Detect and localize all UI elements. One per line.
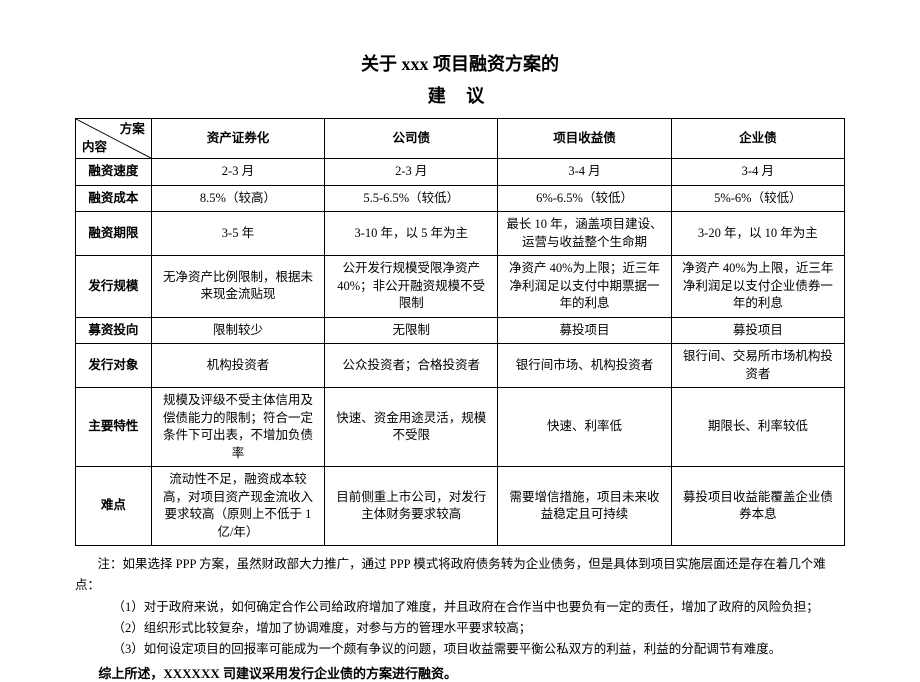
header-diagonal-cell: 方案 内容 — [76, 119, 152, 159]
note-1: （1）对于政府来说，如何确定合作公司给政府增加了难度，并且政府在合作当中也要负有… — [75, 597, 845, 618]
table-cell: 募投项目收益能覆盖企业债券本息 — [671, 467, 844, 546]
table-cell: 净资产 40%为上限；近三年净利润足以支付中期票据一年的利息 — [498, 256, 671, 318]
title-line2: 建 议 — [75, 82, 845, 108]
note-3: （3）如何设定项目的回报率可能成为一个颇有争议的问题，项目收益需要平衡公私双方的… — [75, 639, 845, 660]
table-cell: 募投项目 — [498, 317, 671, 344]
table-cell: 银行间、交易所市场机构投资者 — [671, 344, 844, 388]
table-row: 发行对象 机构投资者 公众投资者；合格投资者 银行间市场、机构投资者 银行间、交… — [76, 344, 845, 388]
row-label: 发行规模 — [76, 256, 152, 318]
table-cell: 限制较少 — [151, 317, 324, 344]
note-2: （2）组织形式比较复杂，增加了协调难度，对参与方的管理水平要求较高； — [75, 618, 845, 639]
title-line1: 关于 xxx 项目融资方案的 — [75, 50, 845, 76]
table-cell: 规模及评级不受主体信用及偿债能力的限制；符合一定条件下可出表，不增加负债率 — [151, 388, 324, 467]
notes-block: 注：如果选择 PPP 方案，虽然财政部大力推广，通过 PPP 模式将政府债务转为… — [75, 554, 845, 660]
table-cell: 5%-6%（较低） — [671, 185, 844, 212]
comparison-table: 方案 内容 资产证券化 公司债 项目收益债 企业债 融资速度 2-3 月 2-3… — [75, 118, 845, 546]
table-cell: 3-4 月 — [671, 159, 844, 186]
table-cell: 6%-6.5%（较低） — [498, 185, 671, 212]
table-cell: 3-10 年，以 5 年为主 — [325, 212, 498, 256]
table-row: 发行规模 无净资产比例限制，根据未来现金流贴现 公开发行规模受限净资产40%；非… — [76, 256, 845, 318]
table-cell: 2-3 月 — [151, 159, 324, 186]
table-cell: 8.5%（较高） — [151, 185, 324, 212]
table-cell: 银行间市场、机构投资者 — [498, 344, 671, 388]
row-label: 融资速度 — [76, 159, 152, 186]
table-cell: 募投项目 — [671, 317, 844, 344]
table-header-row: 方案 内容 资产证券化 公司债 项目收益债 企业债 — [76, 119, 845, 159]
table-cell: 3-5 年 — [151, 212, 324, 256]
table-row: 融资速度 2-3 月 2-3 月 3-4 月 3-4 月 — [76, 159, 845, 186]
conclusion-text: 综上所述，XXXXXX 司建议采用发行企业债的方案进行融资。 — [75, 663, 845, 682]
table-row: 难点 流动性不足，融资成本较高，对项目资产现金流收入要求较高（原则上不低于 1 … — [76, 467, 845, 546]
row-label: 募资投向 — [76, 317, 152, 344]
table-cell: 公众投资者；合格投资者 — [325, 344, 498, 388]
table-row: 募资投向 限制较少 无限制 募投项目 募投项目 — [76, 317, 845, 344]
table-cell: 5.5-6.5%（较低） — [325, 185, 498, 212]
table-cell: 无净资产比例限制，根据未来现金流贴现 — [151, 256, 324, 318]
table-cell: 2-3 月 — [325, 159, 498, 186]
col-header-1: 资产证券化 — [151, 119, 324, 159]
table-cell: 公开发行规模受限净资产40%；非公开融资规模不受限制 — [325, 256, 498, 318]
col-header-2: 公司债 — [325, 119, 498, 159]
table-cell: 机构投资者 — [151, 344, 324, 388]
table-cell: 目前侧重上市公司，对发行主体财务要求较高 — [325, 467, 498, 546]
note-intro: 注：如果选择 PPP 方案，虽然财政部大力推广，通过 PPP 模式将政府债务转为… — [75, 554, 845, 597]
table-row: 融资期限 3-5 年 3-10 年，以 5 年为主 最长 10 年，涵盖项目建设… — [76, 212, 845, 256]
header-top-label: 方案 — [120, 121, 145, 139]
table-cell: 无限制 — [325, 317, 498, 344]
row-label: 难点 — [76, 467, 152, 546]
table-cell: 流动性不足，融资成本较高，对项目资产现金流收入要求较高（原则上不低于 1 亿/年… — [151, 467, 324, 546]
table-cell: 3-20 年，以 10 年为主 — [671, 212, 844, 256]
col-header-4: 企业债 — [671, 119, 844, 159]
table-cell: 期限长、利率较低 — [671, 388, 844, 467]
table-row: 融资成本 8.5%（较高） 5.5-6.5%（较低） 6%-6.5%（较低） 5… — [76, 185, 845, 212]
table-cell: 最长 10 年，涵盖项目建设、运营与收益整个生命期 — [498, 212, 671, 256]
row-label: 发行对象 — [76, 344, 152, 388]
table-cell: 快速、资金用途灵活，规模不受限 — [325, 388, 498, 467]
table-cell: 3-4 月 — [498, 159, 671, 186]
header-bottom-label: 内容 — [82, 139, 107, 157]
table-row: 主要特性 规模及评级不受主体信用及偿债能力的限制；符合一定条件下可出表，不增加负… — [76, 388, 845, 467]
row-label: 主要特性 — [76, 388, 152, 467]
row-label: 融资成本 — [76, 185, 152, 212]
col-header-3: 项目收益债 — [498, 119, 671, 159]
table-cell: 快速、利率低 — [498, 388, 671, 467]
table-cell: 需要增信措施，项目未来收益稳定且可持续 — [498, 467, 671, 546]
table-cell: 净资产 40%为上限，近三年净利润足以支付企业债券一年的利息 — [671, 256, 844, 318]
row-label: 融资期限 — [76, 212, 152, 256]
